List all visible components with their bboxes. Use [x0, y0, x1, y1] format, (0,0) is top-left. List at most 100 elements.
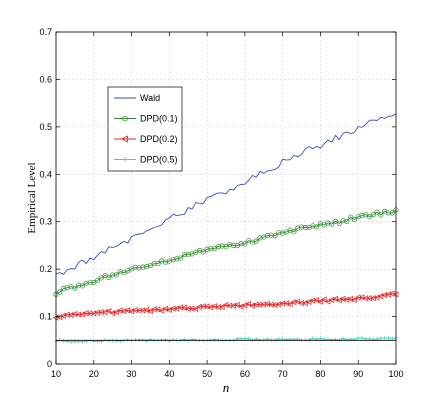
- data-point: [215, 243, 221, 250]
- legend-marker: [122, 115, 128, 122]
- y-tick-label: 0.3: [39, 217, 52, 227]
- data-point: [332, 295, 338, 302]
- data-point: [207, 304, 214, 311]
- data-point: [386, 335, 391, 340]
- data-point: [211, 303, 218, 310]
- data-point: [79, 283, 85, 289]
- data-point: [87, 280, 93, 286]
- data-point: [230, 302, 236, 309]
- legend-label: DPD(0.2): [140, 134, 178, 144]
- data-point: [212, 337, 217, 342]
- data-point: [155, 261, 161, 267]
- data-point: [102, 272, 108, 278]
- x-tick-label: 10: [51, 369, 61, 379]
- data-point: [317, 298, 323, 305]
- data-point: [382, 335, 387, 340]
- data-point: [328, 296, 335, 303]
- legend-entry: DPD(0.2): [114, 134, 178, 144]
- axis-ticks: [55, 31, 397, 365]
- data-point: [246, 336, 251, 341]
- x-tick-label: 20: [89, 369, 99, 379]
- data-point: [170, 257, 176, 263]
- x-tick-label: 70: [278, 369, 288, 379]
- x-tick-label: 100: [388, 369, 403, 379]
- data-point: [190, 337, 194, 342]
- x-tick-label: 30: [127, 369, 137, 379]
- data-point: [367, 214, 373, 220]
- data-point: [378, 336, 383, 341]
- data-point: [219, 243, 225, 249]
- data-point: [325, 220, 331, 226]
- data-point: [351, 296, 357, 304]
- data-point: [302, 225, 308, 231]
- data-point: [283, 300, 289, 307]
- data-point: [91, 280, 97, 286]
- data-point: [140, 337, 145, 342]
- x-tick-label: 80: [315, 369, 325, 379]
- data-point: [113, 309, 119, 316]
- data-point: [324, 298, 331, 305]
- data-point: [106, 338, 111, 343]
- data-point: [64, 285, 70, 291]
- data-point: [358, 294, 365, 301]
- x-tick-label: 50: [202, 369, 212, 379]
- data-point: [163, 259, 169, 265]
- series-dpd-0-2-: [52, 290, 399, 321]
- data-point: [341, 336, 346, 341]
- data-point: [67, 311, 74, 319]
- y-tick-label: 0.1: [39, 312, 52, 322]
- data-point: [231, 242, 237, 249]
- data-point: [222, 301, 229, 308]
- series-line: [55, 209, 397, 295]
- data-point: [147, 308, 153, 315]
- data-point: [219, 303, 225, 311]
- data-point: [136, 265, 142, 271]
- legend-label: DPD(0.5): [140, 155, 178, 165]
- series-layer: [52, 113, 399, 344]
- x-axis-label: n: [223, 380, 230, 395]
- y-tick-label: 0.2: [39, 264, 52, 274]
- data-point: [61, 286, 67, 292]
- data-point: [310, 223, 316, 229]
- data-point: [265, 233, 271, 239]
- data-point: [333, 218, 339, 224]
- data-point: [192, 305, 199, 312]
- data-point: [389, 210, 395, 216]
- data-point: [351, 216, 357, 223]
- data-point: [317, 221, 323, 227]
- data-point: [166, 306, 172, 314]
- series-wald: [55, 113, 397, 275]
- data-point: [178, 255, 184, 261]
- legend-entry: Wald: [114, 93, 160, 103]
- data-point: [105, 307, 112, 315]
- data-point: [268, 232, 274, 238]
- data-point: [154, 306, 161, 313]
- data-point: [162, 305, 168, 312]
- data-point: [223, 244, 229, 250]
- data-point: [385, 210, 391, 216]
- data-point: [238, 241, 244, 247]
- data-point: [305, 298, 312, 305]
- data-point: [181, 251, 187, 258]
- data-point: [344, 337, 349, 342]
- data-point: [374, 209, 380, 215]
- data-point: [200, 249, 206, 255]
- data-point: [284, 337, 289, 342]
- data-point: [163, 337, 168, 342]
- data-point: [106, 274, 112, 281]
- data-point: [257, 235, 263, 241]
- data-point: [185, 252, 191, 258]
- legend-label: Wald: [140, 93, 160, 103]
- data-point: [174, 256, 180, 262]
- series-line: [55, 113, 397, 275]
- data-point: [167, 339, 172, 344]
- data-point: [373, 294, 380, 301]
- x-tick-label: 40: [164, 369, 174, 379]
- y-tick-label: 0.5: [39, 122, 52, 132]
- data-point: [258, 337, 262, 342]
- data-point: [377, 293, 384, 300]
- data-point: [299, 224, 305, 230]
- data-point: [128, 308, 134, 315]
- y-tick-label: 0.4: [39, 169, 52, 179]
- data-point: [234, 301, 240, 308]
